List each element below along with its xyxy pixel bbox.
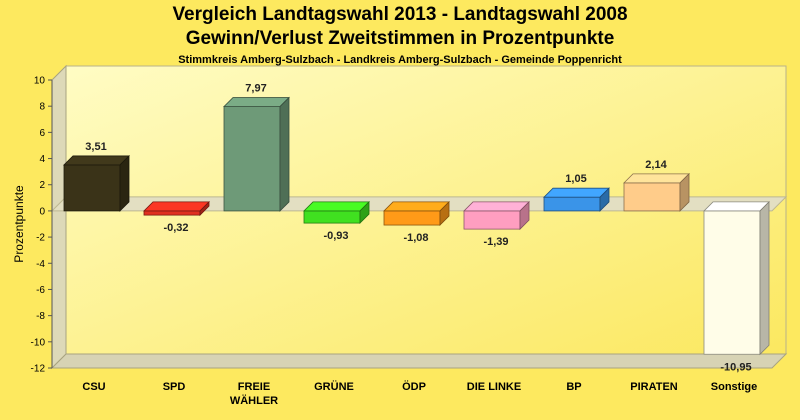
bar-front <box>143 210 201 216</box>
bar-spd <box>143 200 210 217</box>
y-tick-label: 2 <box>39 180 45 191</box>
bar-top <box>383 201 450 212</box>
bar-sonstige <box>703 200 770 356</box>
bar-front <box>543 196 601 212</box>
y-tick-label: -10 <box>31 337 46 348</box>
y-tick-label: 6 <box>39 128 45 139</box>
data-label: 2,14 <box>645 159 667 171</box>
bar-front <box>63 164 121 212</box>
bar-side <box>279 96 290 212</box>
chart-title: Vergleich Landtagswahl 2013 - Landtagswa… <box>172 4 628 25</box>
bar-top <box>303 201 370 212</box>
bar-csu <box>63 154 130 212</box>
bar-front <box>383 210 441 226</box>
bar-side <box>439 200 450 227</box>
bar-top <box>623 173 690 184</box>
bar-freie-wähler <box>223 96 290 212</box>
data-label: -0,32 <box>163 222 188 234</box>
data-label: 3,51 <box>85 141 106 153</box>
bar-piraten <box>623 172 690 212</box>
y-tick-label: 0 <box>39 206 45 217</box>
x-tick-label: SPD <box>163 381 186 393</box>
chart-subtitle: Gewinn/Verlust Zweitstimmen in Prozentpu… <box>185 28 615 49</box>
x-tick-label: ÖDP <box>402 380 426 393</box>
bar-front <box>623 182 681 212</box>
y-tick-label: 8 <box>39 102 45 113</box>
y-tick-label: -4 <box>36 259 45 270</box>
y-tick-label: -12 <box>31 364 46 375</box>
bar-front <box>703 210 761 355</box>
data-label: 1,05 <box>565 173 586 185</box>
bar-side <box>759 200 770 356</box>
bar-side <box>599 187 610 212</box>
bar-grüne <box>303 200 370 225</box>
bar-bp <box>543 187 610 212</box>
y-tick-label: -2 <box>36 233 45 244</box>
y-tick-label: 10 <box>34 76 46 87</box>
bar-ödp <box>383 200 450 227</box>
x-tick-label: Sonstige <box>711 381 757 393</box>
bar-top <box>703 201 770 212</box>
y-tick-label: 4 <box>39 154 45 165</box>
bar-side <box>119 154 130 212</box>
x-tick-label: BP <box>566 381 581 393</box>
bar-front <box>223 106 281 212</box>
data-label: 7,97 <box>245 83 266 95</box>
bar-top <box>223 97 290 107</box>
x-tick-label: DIE LINKE <box>467 381 521 393</box>
chart-subsubtitle: Stimmkreis Amberg-Sulzbach - Landkreis A… <box>178 54 622 66</box>
y-axis-label: Prozentpunkte <box>12 185 26 263</box>
bar-top <box>143 201 210 212</box>
y-tick-label: -8 <box>36 311 45 322</box>
bar-front <box>303 210 361 224</box>
x-tick-label: PIRATEN <box>630 381 678 393</box>
y-tick-label: -6 <box>36 285 45 296</box>
bar-side <box>199 200 210 217</box>
x-tick-label: CSU <box>82 381 105 393</box>
bar-side <box>519 200 530 231</box>
bar-top <box>463 201 530 212</box>
data-label: -10,95 <box>720 361 751 373</box>
bar-side <box>679 172 690 212</box>
bar-front <box>463 210 521 230</box>
plot-left-wall <box>51 64 67 370</box>
plot-floor <box>50 353 788 369</box>
bar-side <box>359 200 370 225</box>
bar-top <box>63 155 130 166</box>
bar-die-linke <box>463 200 530 231</box>
data-label: -1,08 <box>403 232 428 244</box>
bar-top <box>543 187 610 198</box>
x-tick-label: FREIE <box>238 381 270 393</box>
x-tick-label: GRÜNE <box>314 380 354 393</box>
x-tick-label: WÄHLER <box>230 394 278 407</box>
data-label: -1,39 <box>483 236 508 248</box>
data-label: -0,93 <box>323 230 348 242</box>
